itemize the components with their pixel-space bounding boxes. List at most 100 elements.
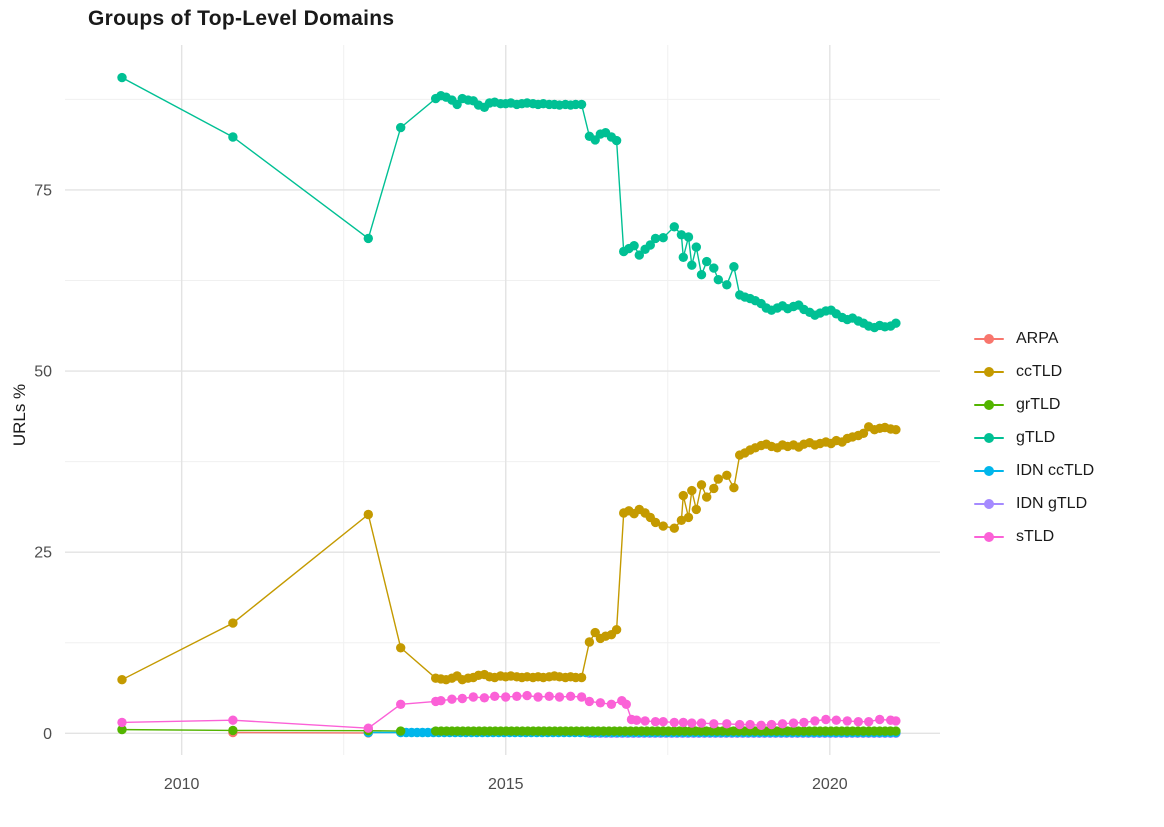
series-point-ccTLD [696,480,707,490]
series-point-ccTLD [363,509,373,520]
series-point-grTLD [117,724,127,735]
legend-item-IDN-ccTLD: IDN ccTLD [974,454,1094,487]
chart-title: Groups of Top-Level Domains [88,7,395,30]
legend: ARPA ccTLD grTLD gTLD IDN ccTLD IDN gTLD sTLD [974,322,1094,553]
series-point-gTLD [396,122,406,133]
series-point-sTLD [799,717,809,728]
series-point-gTLD [629,241,639,251]
series-point-sTLD [735,719,745,730]
series-point-sTLD [709,719,719,729]
series-point-ccTLD [709,483,719,494]
series-point-sTLD [650,717,661,727]
series-point-gTLD [709,263,719,273]
series-point-ccTLD [584,637,595,647]
series-point-sTLD [436,696,446,706]
series-point-sTLD [606,699,617,709]
series-point-ccTLD [576,672,587,683]
x-tick-label: 2015 [488,776,524,793]
series-point-grTLD [396,726,406,736]
legend-key-icon [974,366,1004,378]
series-point-sTLD [788,718,799,728]
series-point-ccTLD [858,428,869,438]
series-point-sTLD [810,716,820,726]
series-point-sTLD [447,694,457,704]
series-point-gTLD [669,222,679,232]
series-point-sTLD [864,717,874,727]
series-point-ccTLD [650,517,661,528]
series-point-sTLD [842,716,852,726]
y-tick-label: 0 [43,726,52,743]
series-point-sTLD [479,693,490,703]
series-point-sTLD [632,715,642,725]
series-point-gTLD [683,232,694,242]
series-point-gTLD [611,135,622,146]
y-axis-title: URLs % [10,383,29,447]
series-point-ccTLD [396,643,406,653]
series-point-ccTLD [702,492,712,502]
series-point-ccTLD [611,625,622,635]
series-point-sTLD [228,715,238,725]
series-point-sTLD [565,691,576,701]
series-point-ccTLD [658,521,668,531]
legend-key-icon [974,465,1004,477]
series-point-ccTLD [691,504,701,515]
legend-key-icon [974,333,1004,345]
series-point-gTLD [722,280,732,290]
series-point-sTLD [501,692,511,702]
series-point-gTLD [676,230,687,240]
series-point-sTLD [722,719,732,729]
series-point-gTLD [691,242,701,252]
series-point-sTLD [396,699,406,709]
legend-label: ARPA [1016,329,1059,347]
series-point-sTLD [756,720,766,730]
series-point-sTLD [522,690,532,701]
series-point-ccTLD [676,515,687,525]
series-point-gTLD [713,275,723,285]
legend-key-icon [974,432,1004,444]
series-point-sTLD [490,691,500,701]
series-point-gTLD [576,99,587,110]
series-point-gTLD [702,256,712,267]
series-point-gTLD [645,240,655,250]
series-point-sTLD [658,717,668,727]
series-point-ccTLD [669,523,679,533]
legend-item-sTLD: sTLD [974,520,1094,553]
series-point-sTLD [512,691,522,701]
series-point-gTLD [687,260,697,270]
legend-key-icon [974,399,1004,411]
y-tick-label: 50 [34,364,52,381]
series-point-ccTLD [722,470,732,480]
series-point-gTLD [696,270,707,280]
legend-key-icon [974,531,1004,543]
series-point-sTLD [745,719,755,730]
series-point-sTLD [766,719,777,730]
legend-label: IDN gTLD [1016,494,1088,512]
series-point-sTLD [544,691,554,701]
legend-item-ccTLD: ccTLD [974,355,1094,388]
series-point-gTLD [634,250,644,260]
series-point-sTLD [576,692,587,702]
series-point-sTLD [554,692,565,702]
legend-label: gTLD [1016,428,1056,446]
series-point-gTLD [729,262,739,272]
series-point-sTLD [584,696,595,707]
series-point-gTLD [117,72,127,83]
series-point-sTLD [891,716,901,726]
y-tick-label: 25 [34,545,52,562]
series-point-sTLD [621,699,631,709]
legend-item-gTLD: gTLD [974,421,1094,454]
series-point-gTLD [363,233,373,244]
legend-item-IDN-gTLD: IDN gTLD [974,487,1094,520]
series-point-ccTLD [683,512,694,523]
series-point-sTLD [853,717,863,727]
series-point-sTLD [875,714,885,725]
series-point-gTLD [658,233,668,243]
series-point-sTLD [696,718,707,728]
series-point-sTLD [533,692,543,702]
series-point-gTLD [891,318,901,328]
series-point-sTLD [468,692,478,702]
series-point-grTLD [228,725,238,736]
series-point-ccTLD [687,485,697,496]
series-point-ccTLD [729,483,739,493]
